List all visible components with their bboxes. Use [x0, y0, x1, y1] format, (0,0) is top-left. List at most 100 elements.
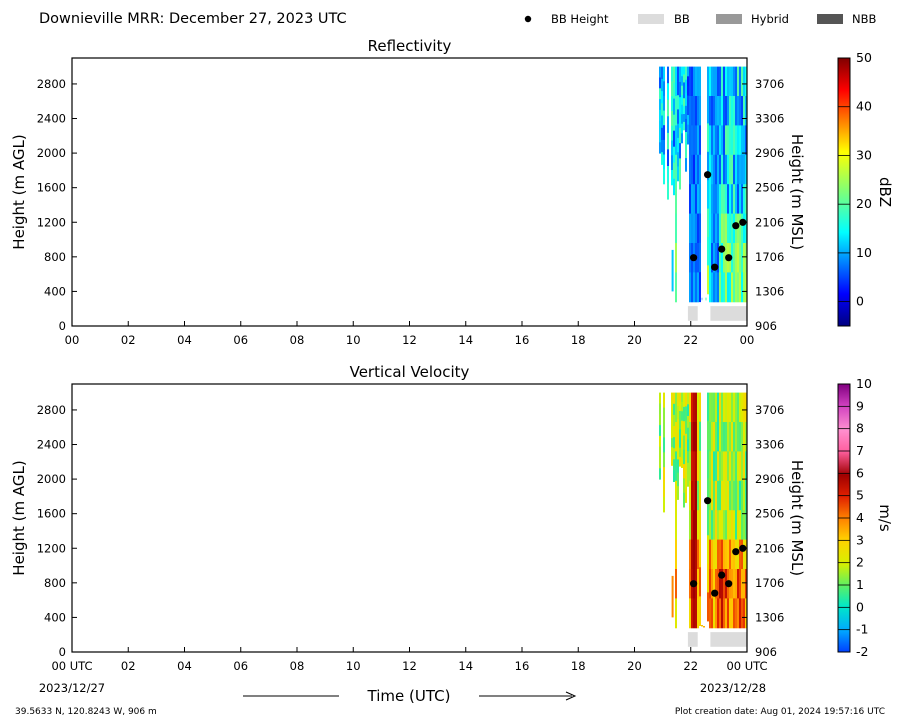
heatmap-cell	[685, 158, 687, 172]
heatmap-cell	[737, 480, 739, 511]
y2-axis-label: Height (m MSL)	[788, 134, 806, 250]
heatmap-cell	[745, 480, 747, 511]
time-axis-label: Time (UTC)	[367, 687, 451, 705]
heatmap-cell	[717, 213, 719, 244]
heatmap-cell	[681, 123, 683, 134]
heatmap-cell	[743, 480, 745, 511]
heatmap-cell	[715, 272, 717, 303]
heatmap-cell	[741, 598, 743, 629]
heatmap-cell	[727, 510, 729, 541]
heatmap-cell	[737, 66, 739, 97]
bb-height-point	[718, 245, 726, 253]
heatmap-cell	[697, 184, 699, 215]
creation-date-label: Plot creation date: Aug 01, 2024 19:57:1…	[675, 707, 885, 717]
heatmap-cell	[713, 510, 715, 541]
heatmap-cell	[693, 184, 695, 215]
heatmap-cell	[715, 154, 717, 185]
heatmap-cell	[725, 480, 727, 511]
heatmap-cell	[707, 180, 709, 210]
heatmap-cell	[719, 66, 721, 97]
heatmap-cell	[683, 74, 685, 83]
y2-tick-label: 1306	[755, 610, 784, 624]
heatmap-cell	[661, 91, 663, 104]
bb-height-point	[704, 171, 712, 179]
heatmap-cell	[663, 482, 665, 498]
heatmap-cell	[737, 96, 739, 126]
heatmap-cell	[745, 272, 747, 303]
heatmap-cell	[679, 429, 681, 440]
heatmap-cell	[733, 243, 735, 273]
heatmap-cell	[671, 170, 673, 186]
heatmap-cell	[711, 184, 713, 215]
heatmap-cell	[733, 96, 735, 126]
heatmap-cell	[709, 422, 711, 452]
heatmap-cell	[721, 569, 723, 599]
colorbar: -2 -1 0 1 2 3 4 5 6 7 8 9 10 m/s	[837, 376, 894, 659]
heatmap-cell	[715, 125, 717, 156]
heatmap-cell	[671, 96, 673, 112]
heatmap-cell	[689, 510, 691, 541]
colorbar-tick-label: 6	[856, 465, 864, 480]
heatmap-cell	[671, 575, 674, 618]
heatmap-cell	[687, 392, 689, 405]
heatmap-cell	[729, 154, 731, 185]
heatmap-cell	[659, 131, 661, 143]
x-tick-label: 18	[571, 333, 586, 347]
bb-height-point	[725, 580, 733, 588]
y-tick-label: 0	[59, 645, 66, 659]
heatmap-cell	[717, 510, 719, 541]
heatmap-cell	[661, 103, 663, 116]
vertical-velocity-panel: Vertical Velocity04008001200160020002400…	[10, 363, 894, 673]
x-tick-label: 00 UTC	[51, 659, 92, 673]
heatmap-cell	[723, 451, 725, 482]
heatmap-cell	[679, 112, 681, 129]
plot-frame	[71, 57, 748, 327]
heatmap-cell	[723, 66, 725, 97]
heatmap-cell	[735, 598, 737, 629]
heatmap-cell	[721, 96, 723, 126]
heatmap-cell	[731, 510, 733, 541]
heatmap-cell	[733, 184, 735, 215]
heatmap-cell	[677, 123, 679, 139]
heatmap-cell	[663, 95, 665, 111]
heatmap-cell	[671, 429, 673, 439]
heatmap-cell	[711, 392, 713, 423]
heatmap-cell	[679, 97, 681, 113]
heatmap-cell	[731, 125, 733, 156]
heatmap-cell	[675, 243, 677, 273]
heatmap-cell	[729, 272, 731, 303]
heatmap-cell	[743, 66, 745, 97]
heatmap-cell	[713, 598, 715, 629]
heatmap-cell	[685, 447, 687, 462]
colorbar-tick-label: 4	[856, 510, 864, 525]
heatmap-cell	[689, 184, 691, 215]
heatmap-cell	[741, 96, 743, 126]
heatmap-cell	[677, 432, 679, 447]
heatmap-cell	[683, 90, 685, 99]
y-tick-label: 800	[44, 250, 66, 264]
heatmap-cell	[737, 392, 739, 423]
heatmap-cell	[739, 569, 741, 599]
heatmap-cell	[727, 66, 729, 97]
y2-axis-label: Height (m MSL)	[788, 460, 806, 576]
heatmap-cell	[675, 125, 677, 156]
heatmap-cell	[689, 272, 691, 303]
heatmap-cell	[675, 154, 677, 185]
heatmap-cell	[693, 154, 695, 185]
heatmap-cell	[713, 154, 715, 185]
heatmap-cell	[675, 184, 677, 215]
x-tick-label: 16	[515, 333, 530, 347]
heatmap-cell	[677, 446, 679, 460]
heatmap-cell	[681, 392, 683, 403]
heatmap-cell	[727, 392, 729, 423]
heatmap-cell	[729, 213, 731, 244]
colorbar-label: dBZ	[876, 177, 894, 207]
heatmap-cell	[693, 510, 695, 541]
heatmap-cell	[745, 66, 747, 97]
heatmap-cell	[687, 451, 689, 464]
heatmap-cell	[743, 598, 745, 629]
heatmap-cell	[737, 539, 739, 570]
heatmap-cell	[743, 213, 745, 244]
heatmap-cell	[667, 99, 669, 117]
heatmap-cell	[675, 598, 677, 629]
